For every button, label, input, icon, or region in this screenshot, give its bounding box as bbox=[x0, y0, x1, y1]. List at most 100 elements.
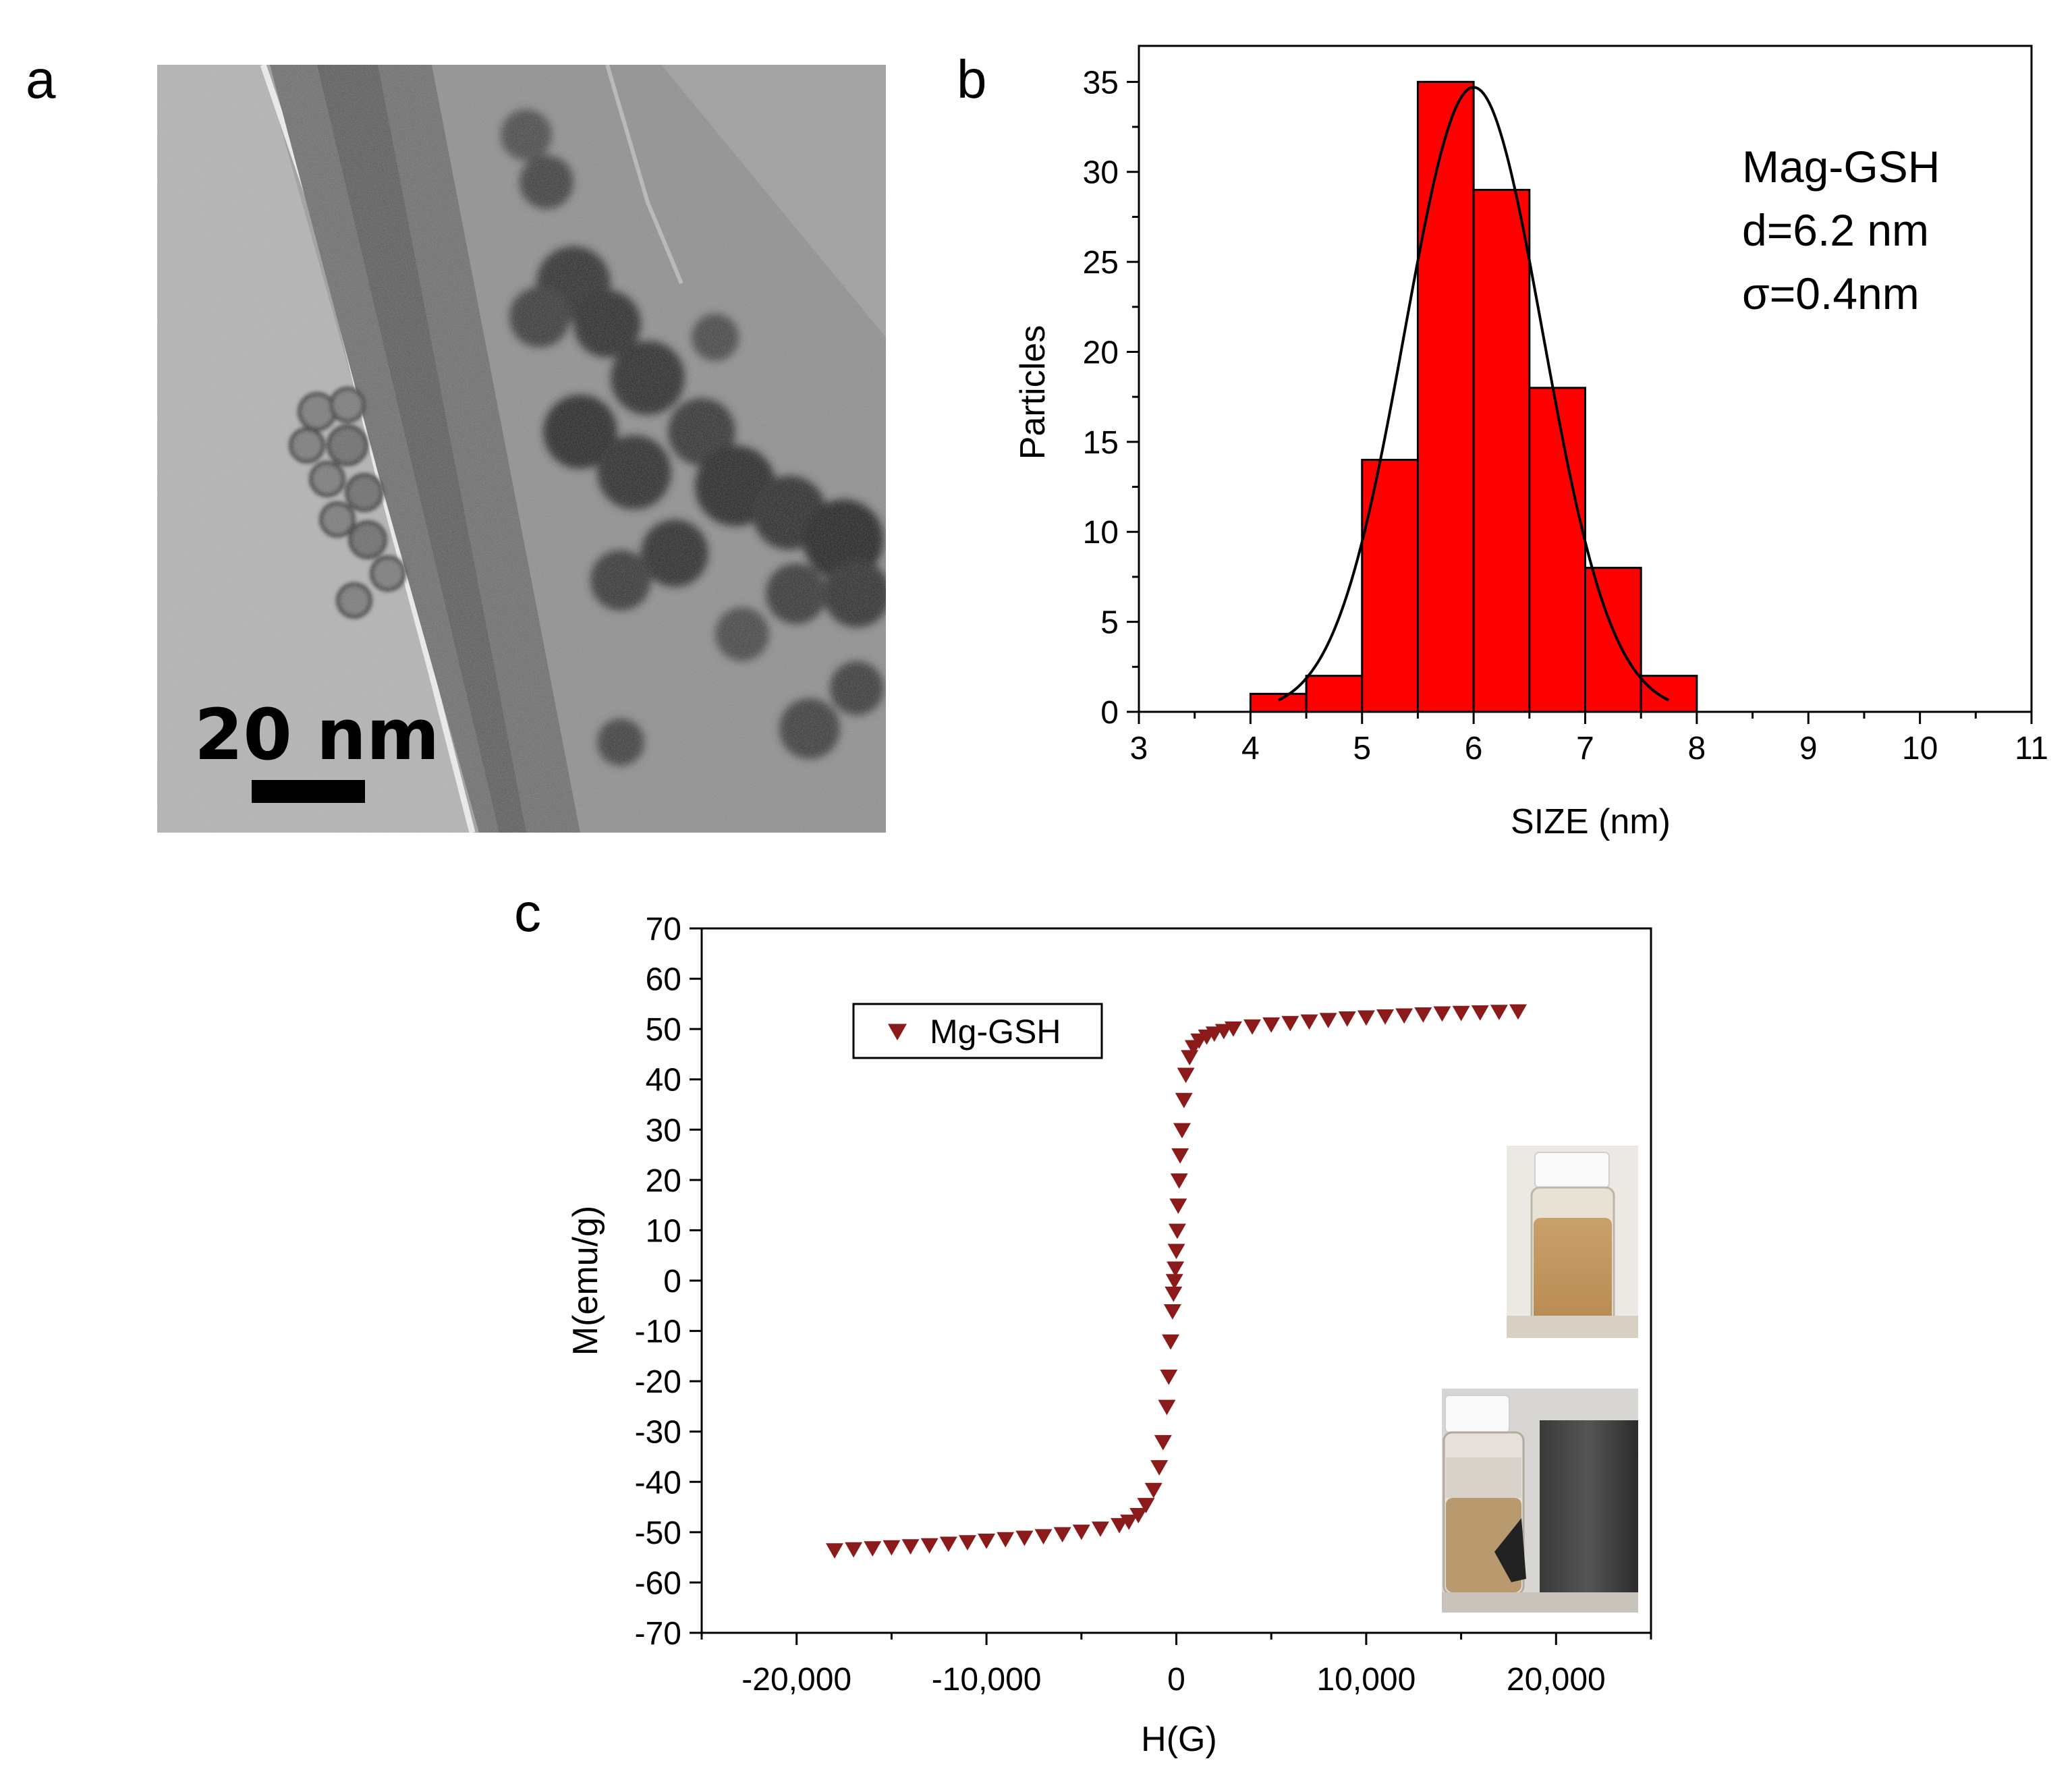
y-tick-label: 25 bbox=[1083, 245, 1119, 281]
data-point bbox=[883, 1540, 901, 1556]
vial-photo-magnet bbox=[1442, 1389, 1638, 1613]
histogram-bar bbox=[1472, 188, 1531, 713]
x-tick-label: 11 bbox=[2015, 731, 2048, 766]
scale-bar bbox=[252, 780, 365, 803]
y-tick-label: 60 bbox=[646, 962, 681, 998]
y-tick-label: 5 bbox=[1100, 605, 1119, 641]
y-axis-title: Particles bbox=[1013, 325, 1053, 459]
legend-label: Mg-GSH bbox=[930, 1013, 1061, 1051]
data-point bbox=[1414, 1007, 1432, 1023]
data-point bbox=[920, 1538, 939, 1554]
x-tick-label: 0 bbox=[1167, 1662, 1185, 1698]
histogram-bar bbox=[1528, 387, 1586, 713]
data-point bbox=[1034, 1529, 1053, 1545]
data-point bbox=[1137, 1498, 1155, 1513]
y-tick-label: 0 bbox=[663, 1264, 681, 1300]
data-point bbox=[1395, 1008, 1413, 1024]
x-tick-label: 9 bbox=[1799, 731, 1818, 766]
data-point bbox=[901, 1539, 920, 1555]
data-point bbox=[1171, 1148, 1189, 1164]
data-point bbox=[1490, 1005, 1508, 1021]
data-point bbox=[1150, 1460, 1169, 1476]
data-point bbox=[845, 1542, 863, 1558]
data-point bbox=[1224, 1021, 1242, 1037]
data-point bbox=[1167, 1244, 1185, 1260]
data-point bbox=[825, 1543, 843, 1559]
data-point bbox=[997, 1532, 1015, 1548]
x-tick-label: 7 bbox=[1576, 731, 1594, 766]
data-point bbox=[1175, 1092, 1193, 1109]
data-point bbox=[1281, 1015, 1299, 1032]
data-point bbox=[1357, 1010, 1375, 1026]
legend: Mg-GSH bbox=[852, 1003, 1103, 1059]
x-tick-label: -20,000 bbox=[741, 1662, 851, 1698]
x-axis-title: SIZE (nm) bbox=[1511, 802, 1671, 841]
scale-bar-label: 20 nm bbox=[194, 694, 439, 776]
data-point bbox=[939, 1536, 957, 1553]
x-tick-label: 10 bbox=[1902, 731, 1938, 766]
histogram-annotation: d=6.2 nm bbox=[1742, 205, 1929, 255]
data-point bbox=[1144, 1482, 1163, 1499]
tem-image: 20 nm bbox=[157, 65, 886, 833]
histogram-annotation: σ=0.4nm bbox=[1742, 269, 1920, 318]
histogram-chart: 3 4 5 6 7 8 9 10 11 0 5 10 15 20 25 30 35 SIZE (nm) Partic… bbox=[1013, 45, 2048, 841]
y-tick-label: 30 bbox=[1083, 155, 1119, 191]
x-tick-label: 3 bbox=[1130, 731, 1148, 766]
y-tick-label: 20 bbox=[1083, 335, 1119, 370]
y-axis-title: M(emu/g) bbox=[566, 1206, 605, 1356]
data-point bbox=[1177, 1067, 1195, 1084]
data-point bbox=[1158, 1399, 1176, 1416]
data-point bbox=[1163, 1304, 1181, 1320]
panel-letter-c: c bbox=[514, 883, 541, 943]
data-point bbox=[1053, 1527, 1071, 1543]
vial-photo-dispersed bbox=[1507, 1146, 1638, 1338]
data-point bbox=[1433, 1006, 1451, 1022]
legend-marker bbox=[888, 1024, 907, 1040]
y-tick-label: 50 bbox=[646, 1012, 681, 1048]
histogram-bar bbox=[1584, 567, 1642, 713]
data-point bbox=[1452, 1005, 1470, 1022]
data-point bbox=[1120, 1514, 1138, 1530]
y-tick-label: 0 bbox=[1100, 695, 1119, 731]
x-tick-label: 8 bbox=[1688, 731, 1706, 766]
y-tick-label: -30 bbox=[635, 1415, 681, 1451]
x-tick-label: 4 bbox=[1241, 731, 1260, 766]
x-tick-label: 5 bbox=[1353, 731, 1371, 766]
data-point bbox=[1509, 1004, 1528, 1020]
histogram-bar bbox=[1416, 80, 1475, 713]
histogram-bar bbox=[1249, 692, 1308, 713]
data-point bbox=[1091, 1521, 1109, 1537]
y-tick-label: 10 bbox=[646, 1213, 681, 1249]
x-tick-label: 6 bbox=[1465, 731, 1483, 766]
data-point bbox=[1165, 1286, 1183, 1302]
data-point bbox=[1170, 1173, 1188, 1189]
data-point bbox=[1072, 1524, 1090, 1540]
magnetization-chart: -20,000 -10,000 0 10,000 20,000 -70 -60 -50 -40 -… bbox=[566, 912, 1652, 1759]
data-point bbox=[1015, 1530, 1034, 1546]
data-point bbox=[1168, 1223, 1186, 1239]
data-point bbox=[1471, 1005, 1489, 1021]
y-tick-label: -10 bbox=[635, 1314, 681, 1350]
data-point bbox=[1167, 1261, 1185, 1277]
y-tick-label: -40 bbox=[635, 1465, 681, 1501]
y-tick-label: -20 bbox=[635, 1364, 681, 1400]
histogram-bar bbox=[1305, 675, 1364, 713]
y-tick-label: -50 bbox=[635, 1515, 681, 1551]
data-point bbox=[1154, 1434, 1172, 1451]
panel-letter-a: a bbox=[26, 49, 56, 109]
x-axis-title: H(G) bbox=[1141, 1720, 1217, 1759]
data-point bbox=[1160, 1369, 1178, 1385]
gaussian-fit-line bbox=[1277, 86, 1670, 702]
x-tick-label: -10,000 bbox=[932, 1662, 1042, 1698]
x-tick-label: 10,000 bbox=[1316, 1662, 1416, 1698]
y-tick-label: 30 bbox=[646, 1113, 681, 1148]
y-tick-label: -60 bbox=[635, 1565, 681, 1601]
data-point bbox=[1181, 1050, 1199, 1066]
y-tick-label: 20 bbox=[646, 1163, 681, 1199]
data-point bbox=[1243, 1019, 1262, 1035]
data-point bbox=[1262, 1017, 1281, 1033]
data-point bbox=[1165, 1274, 1183, 1289]
data-point bbox=[1129, 1508, 1148, 1524]
y-tick-label: -70 bbox=[635, 1616, 681, 1652]
